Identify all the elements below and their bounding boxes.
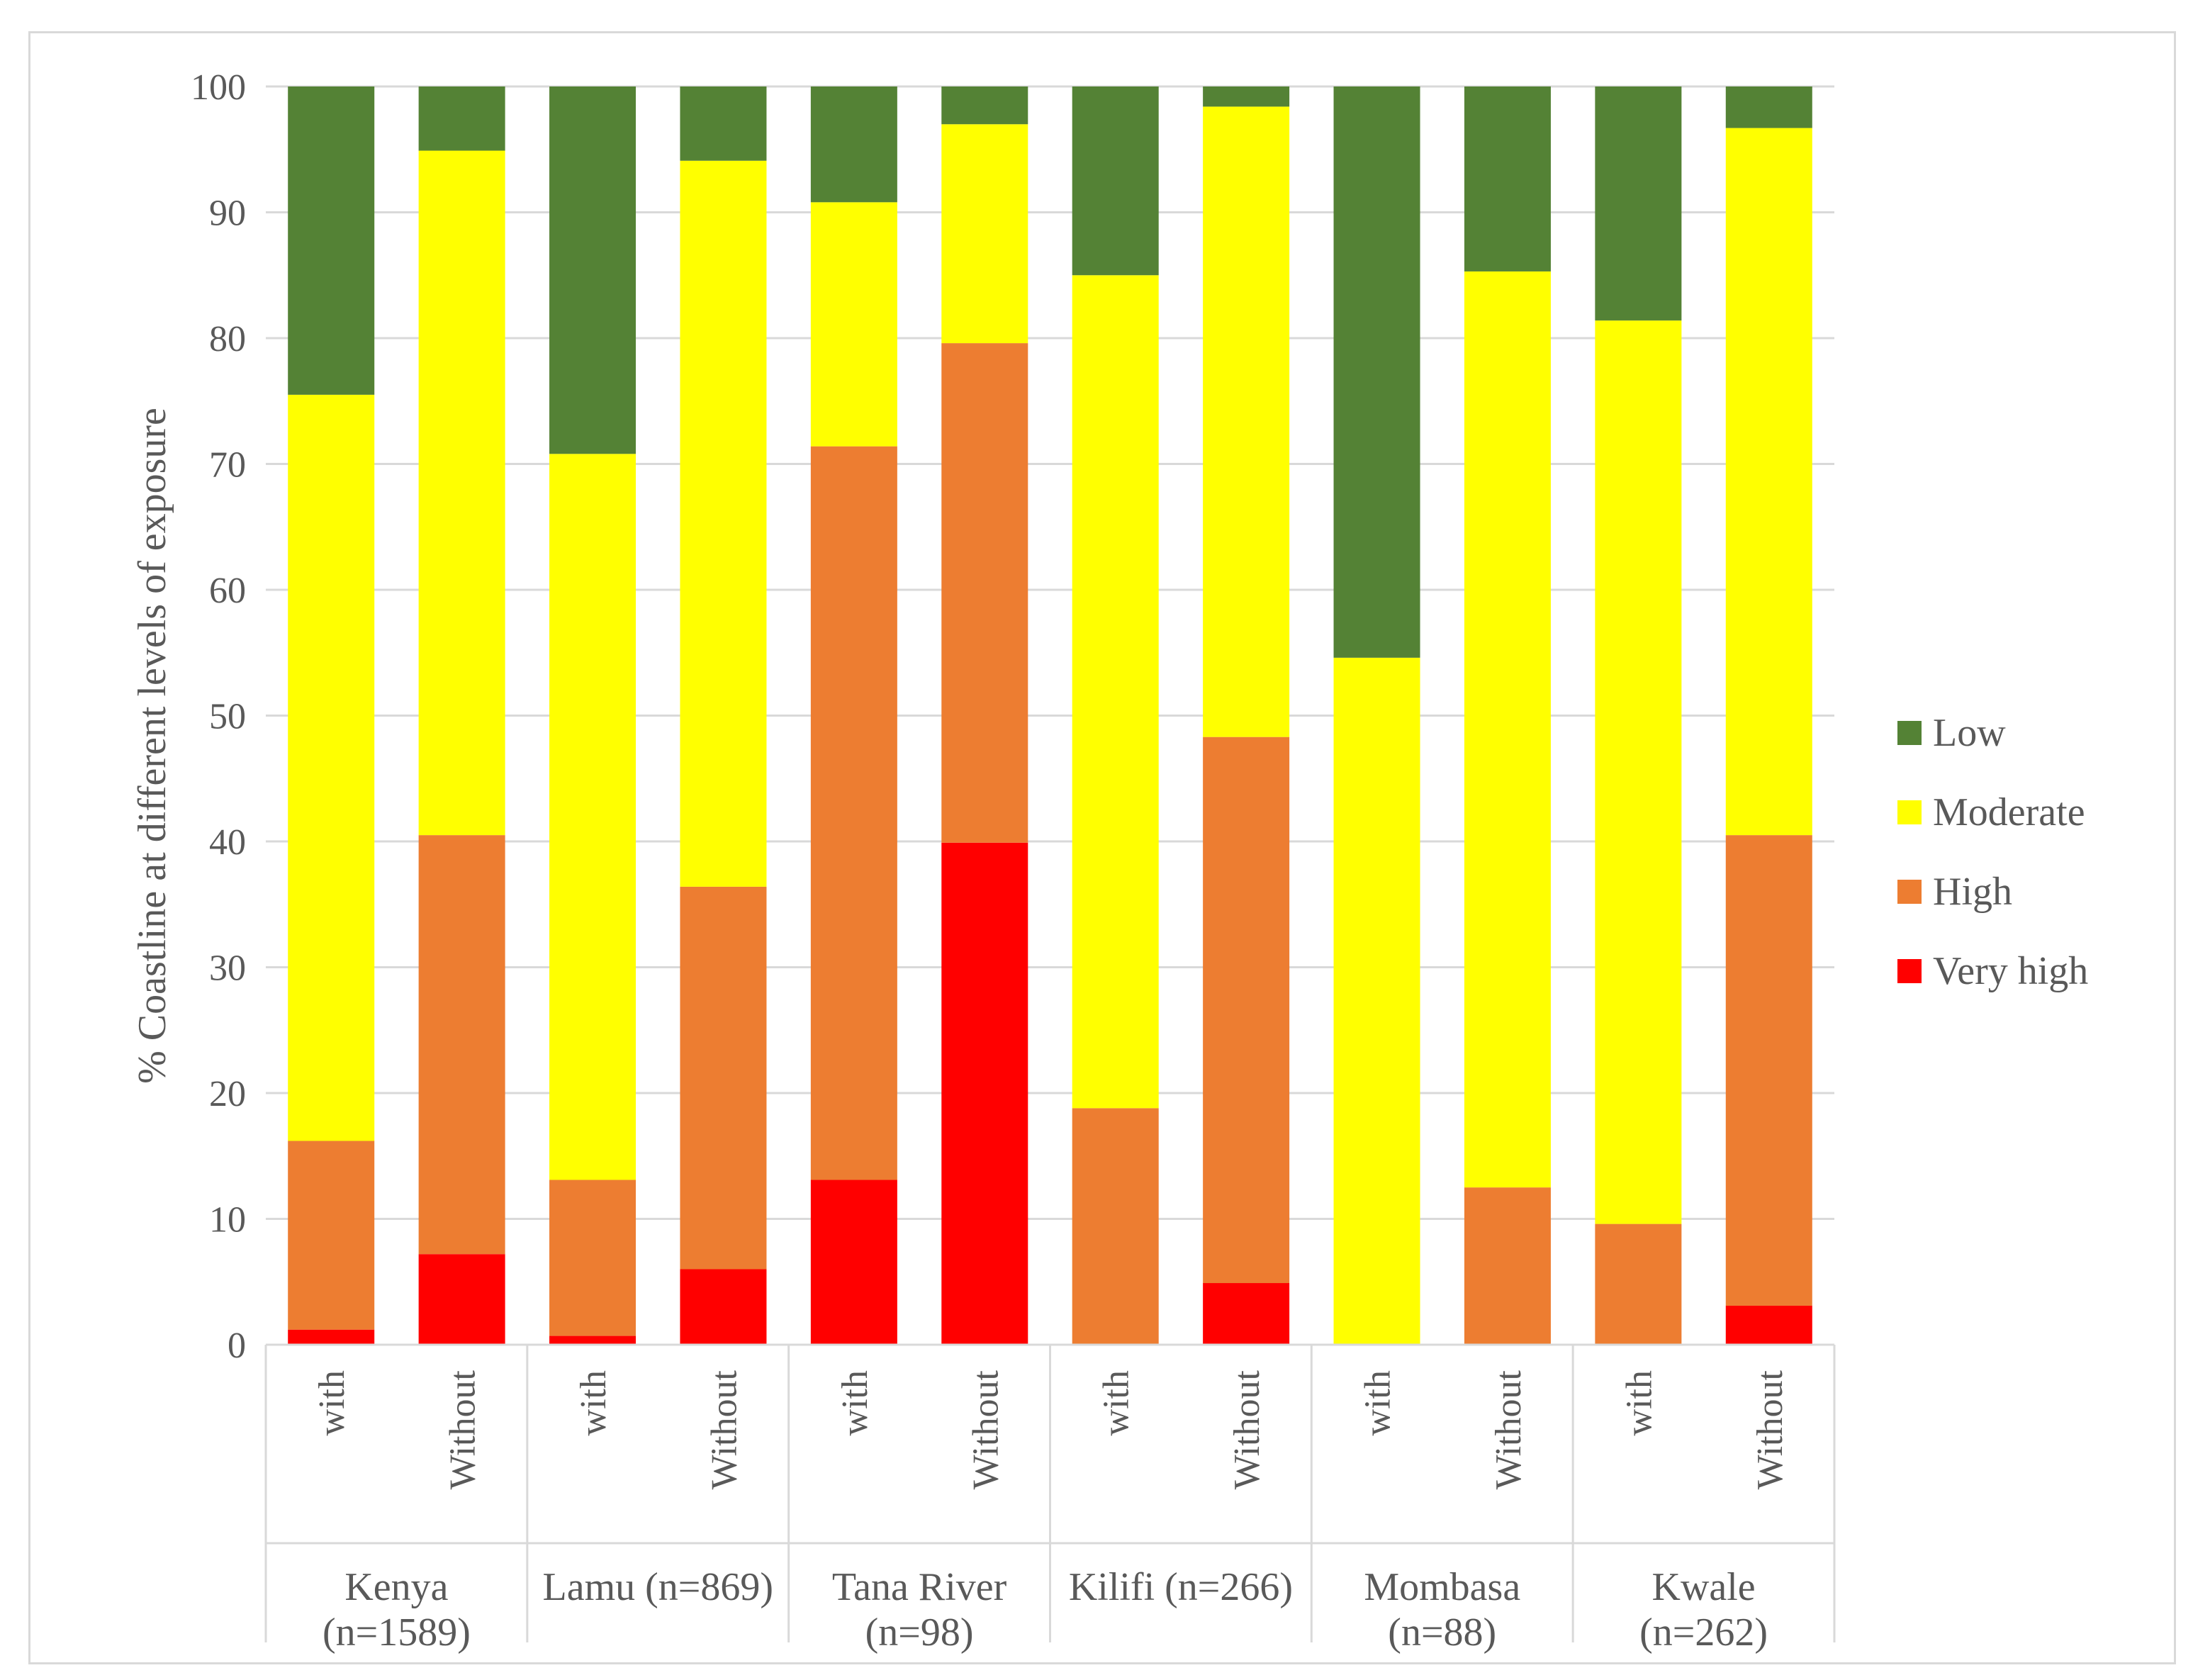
y-tick-label-90: 90 xyxy=(209,194,246,234)
bars xyxy=(288,86,1812,1345)
bar-low-5 xyxy=(941,86,1028,125)
bar-moderate-2 xyxy=(549,454,636,1180)
group-label-5-line-1: (n=262) xyxy=(1639,1611,1768,1654)
y-tick-label-10: 10 xyxy=(209,1200,246,1241)
y-axis-label: % Coastline at different levels of expos… xyxy=(130,408,174,1084)
bar-very-high-5 xyxy=(941,842,1028,1345)
bar-very-high-7 xyxy=(1203,1283,1290,1345)
legend-label-high: High xyxy=(1933,870,2012,914)
bar-very-high-11 xyxy=(1725,1305,1812,1345)
group-label-0-line-0: Kenya xyxy=(344,1565,448,1609)
x-tick-label-0: with xyxy=(312,1370,352,1435)
bar-moderate-4 xyxy=(810,202,897,447)
bar-very-high-4 xyxy=(810,1180,897,1345)
group-label-2-line-1: (n=98) xyxy=(865,1611,974,1654)
group-label-1-line-0: Lamu (n=869) xyxy=(543,1565,774,1609)
x-tick-label-1: Without xyxy=(443,1370,483,1489)
bar-low-4 xyxy=(810,86,897,203)
chart-frame: 0 10 20 30 40 50 60 70 80 90 100 with Without with Wit… xyxy=(28,31,2176,1664)
bar-moderate-1 xyxy=(418,150,505,836)
x-tick-label-2: with xyxy=(573,1370,614,1435)
stacked-bar-chart: 0 10 20 30 40 50 60 70 80 90 100 with Without with Wit… xyxy=(130,67,2088,1654)
legend: Low Moderate High Very high xyxy=(1897,711,2088,993)
x-tick-label-8: with xyxy=(1358,1370,1398,1435)
bar-very-high-0 xyxy=(288,1329,375,1345)
y-tick-label-20: 20 xyxy=(209,1074,246,1114)
bar-low-6 xyxy=(1072,86,1159,276)
bar-moderate-0 xyxy=(288,394,375,1141)
y-tick-label-30: 30 xyxy=(209,948,246,989)
group-label-5-line-0: Kwale xyxy=(1652,1565,1756,1609)
bar-high-6 xyxy=(1072,1108,1159,1345)
bar-high-0 xyxy=(288,1141,375,1330)
bar-high-10 xyxy=(1595,1223,1682,1345)
bar-low-1 xyxy=(418,86,505,151)
bar-low-10 xyxy=(1595,86,1682,321)
bar-moderate-9 xyxy=(1464,271,1551,1188)
axes: 0 10 20 30 40 50 60 70 80 90 100 with Without with Wit… xyxy=(191,67,1836,1654)
bar-moderate-6 xyxy=(1072,275,1159,1109)
bar-high-11 xyxy=(1725,835,1812,1306)
group-label-2-line-0: Tana River xyxy=(832,1565,1007,1609)
legend-label-very-high: Very high xyxy=(1933,949,2088,993)
group-label-0-line-1: (n=1589) xyxy=(322,1611,471,1654)
bar-moderate-11 xyxy=(1725,128,1812,836)
bar-low-9 xyxy=(1464,86,1551,271)
x-tick-label-5: Without xyxy=(965,1370,1006,1489)
bar-very-high-1 xyxy=(418,1254,505,1345)
x-tick-label-3: Without xyxy=(704,1370,744,1489)
x-tick-label-9: Without xyxy=(1488,1370,1529,1489)
y-tick-label-100: 100 xyxy=(191,67,246,108)
bar-moderate-3 xyxy=(680,160,767,887)
bar-low-2 xyxy=(549,86,636,454)
bar-low-3 xyxy=(680,86,767,161)
bar-moderate-5 xyxy=(941,124,1028,344)
legend-swatch-low xyxy=(1897,721,1922,745)
x-tick-label-4: with xyxy=(835,1370,875,1435)
bar-high-5 xyxy=(941,343,1028,843)
legend-swatch-moderate xyxy=(1897,800,1922,824)
y-tick-label-70: 70 xyxy=(209,445,246,486)
y-tick-label-80: 80 xyxy=(209,319,246,359)
y-tick-label-0: 0 xyxy=(228,1326,246,1366)
x-tick-label-11: Without xyxy=(1750,1370,1790,1489)
bar-low-0 xyxy=(288,86,375,395)
y-tick-label-40: 40 xyxy=(209,822,246,863)
legend-swatch-high xyxy=(1897,880,1922,904)
bar-high-7 xyxy=(1203,737,1290,1284)
group-label-4-line-0: Mombasa xyxy=(1364,1565,1520,1609)
bar-high-9 xyxy=(1464,1187,1551,1345)
bar-high-2 xyxy=(549,1180,636,1336)
bar-low-7 xyxy=(1203,86,1290,107)
x-tick-label-6: with xyxy=(1096,1370,1137,1435)
bar-high-3 xyxy=(680,886,767,1270)
y-tick-label-50: 50 xyxy=(209,697,246,737)
bar-low-11 xyxy=(1725,86,1812,128)
group-label-4-line-1: (n=88) xyxy=(1388,1611,1496,1654)
legend-label-low: Low xyxy=(1933,711,2006,755)
bar-moderate-8 xyxy=(1333,657,1420,1345)
bar-high-1 xyxy=(418,835,505,1255)
legend-swatch-very-high xyxy=(1897,959,1922,983)
y-tick-label-60: 60 xyxy=(209,571,246,611)
bar-high-4 xyxy=(810,446,897,1180)
bar-moderate-10 xyxy=(1595,320,1682,1224)
legend-label-moderate: Moderate xyxy=(1933,790,2085,834)
bar-very-high-3 xyxy=(680,1269,767,1345)
x-tick-label-7: Without xyxy=(1227,1370,1267,1489)
bar-very-high-2 xyxy=(549,1335,636,1345)
gridlines xyxy=(266,85,1834,1346)
group-label-3-line-0: Kilifi (n=266) xyxy=(1069,1565,1293,1609)
x-tick-label-10: with xyxy=(1619,1370,1659,1435)
bar-low-8 xyxy=(1333,86,1420,658)
bar-moderate-7 xyxy=(1203,106,1290,737)
